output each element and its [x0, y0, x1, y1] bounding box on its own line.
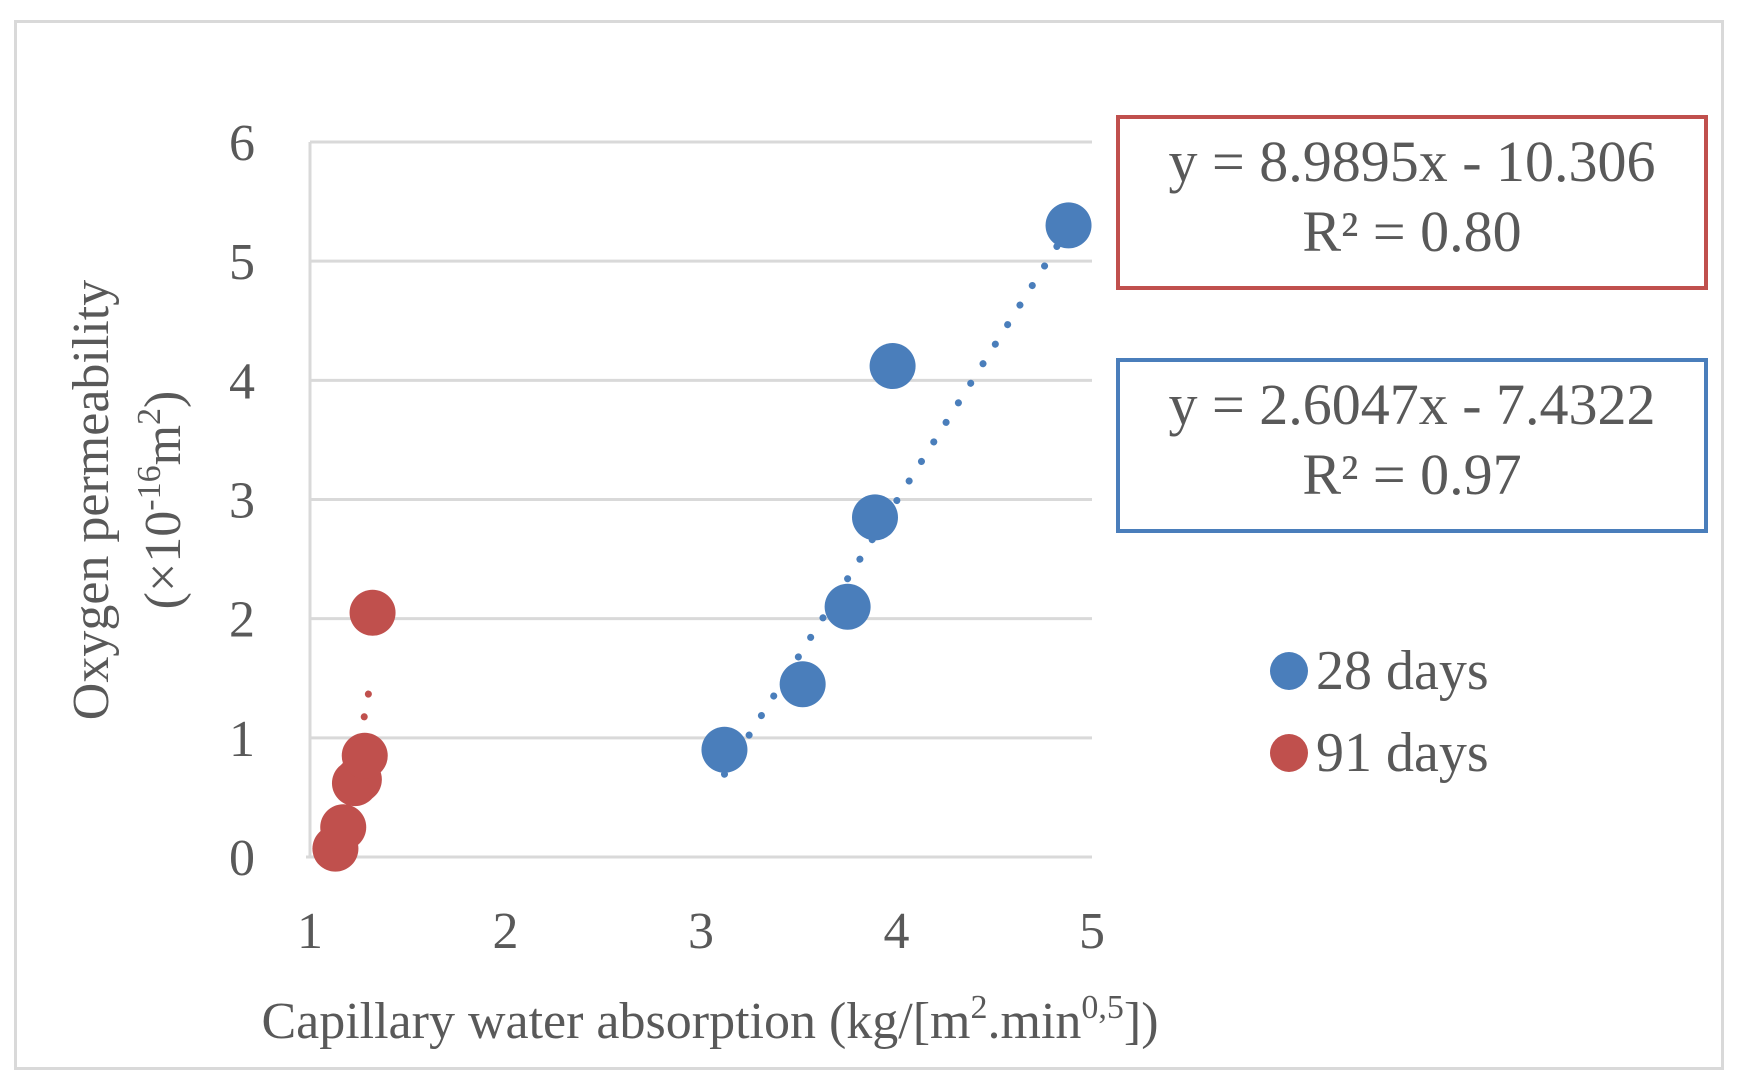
x-tick-labels: 1 2 3 4 5: [297, 903, 1105, 960]
x-axis-title: Capillary water absorption (kg/[m2.min0,…: [261, 989, 1158, 1050]
data-points: [312, 202, 1092, 872]
data-point-28-days-4: [851, 494, 898, 541]
y-tick-labels: 0 1 2 3 4 5 6: [229, 115, 255, 887]
trendline-equation-91-days: y = 8.9895x - 10.306 R² = 0.80: [1116, 115, 1708, 290]
data-point-91-days-6: [349, 589, 396, 636]
legend-label-91-days: 91 days: [1316, 722, 1489, 784]
y-axis-title-line2: (×10-16m2): [131, 391, 192, 610]
data-point-28-days-3: [824, 583, 871, 630]
legend-marker-91-days: [1270, 734, 1308, 772]
gridlines: [310, 140, 1092, 740]
data-point-28-days-2: [779, 661, 826, 708]
y-tick-label-5: 5: [229, 234, 255, 291]
y-tick-label-4: 4: [229, 353, 255, 410]
data-point-28-days-5: [869, 343, 916, 390]
y-axis-title-line1: Oxygen permeability: [63, 280, 120, 720]
trendlines: [335, 224, 1073, 857]
legend-item-91-days: 91 days: [1270, 712, 1489, 794]
data-point-91-days-5: [341, 732, 388, 779]
axes: [306, 142, 1092, 859]
y-tick-label-6: 6: [229, 115, 255, 172]
equation-text: y = 8.9895x - 10.306: [1168, 129, 1656, 194]
legend: 28 days 91 days: [1270, 630, 1489, 794]
x-tick-label-2: 2: [493, 903, 519, 960]
data-point-91-days-2: [320, 804, 367, 851]
x-tick-label-3: 3: [688, 903, 714, 960]
y-tick-label-0: 0: [229, 830, 255, 887]
y-tick-label-2: 2: [229, 592, 255, 649]
trendline-equation-28-days: y = 2.6047x - 7.4322 R² = 0.97: [1116, 358, 1708, 533]
equation-text: y = 2.6047x - 7.4322: [1168, 372, 1656, 437]
legend-item-28-days: 28 days: [1270, 630, 1489, 712]
chart-frame: [14, 20, 1724, 1070]
trendline-91-days: [335, 689, 373, 857]
trendline-28-days: [720, 224, 1073, 778]
x-tick-label-5: 5: [1079, 903, 1105, 960]
data-point-28-days-6: [1045, 202, 1092, 249]
legend-marker-28-days: [1270, 652, 1308, 690]
y-tick-label-1: 1: [229, 711, 255, 768]
x-tick-label-4: 4: [884, 903, 910, 960]
y-tick-label-3: 3: [229, 473, 255, 530]
r-squared-text: R² = 0.97: [1302, 442, 1522, 507]
data-point-28-days-1: [701, 726, 748, 773]
r-squared-text: R² = 0.80: [1302, 199, 1522, 264]
legend-label-28-days: 28 days: [1316, 640, 1489, 702]
x-tick-label-1: 1: [297, 903, 323, 960]
